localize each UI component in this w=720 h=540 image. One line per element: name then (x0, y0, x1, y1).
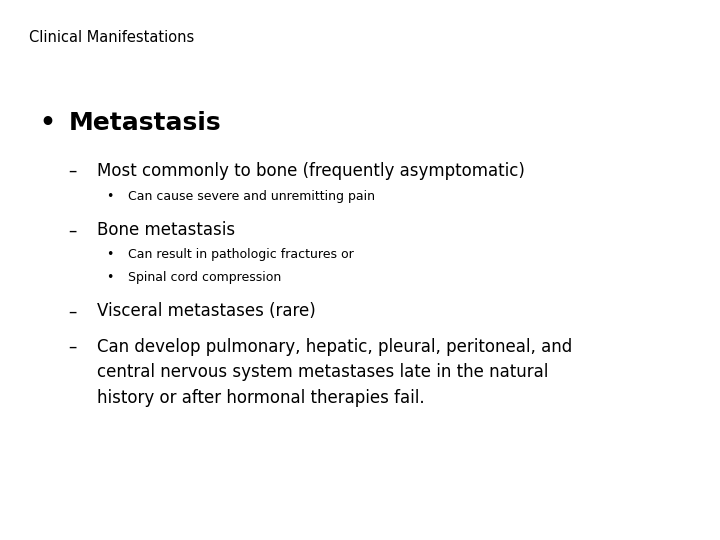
Text: Can cause severe and unremitting pain: Can cause severe and unremitting pain (128, 190, 375, 203)
Text: •: • (107, 190, 114, 203)
Text: –: – (68, 338, 77, 355)
Text: central nervous system metastases late in the natural: central nervous system metastases late i… (97, 363, 549, 381)
Text: history or after hormonal therapies fail.: history or after hormonal therapies fail… (97, 389, 425, 407)
Text: –: – (68, 221, 77, 239)
Text: Spinal cord compression: Spinal cord compression (128, 271, 282, 284)
Text: Visceral metastases (rare): Visceral metastases (rare) (97, 302, 316, 320)
Text: –: – (68, 162, 77, 180)
Text: Most commonly to bone (frequently asymptomatic): Most commonly to bone (frequently asympt… (97, 162, 525, 180)
Text: Can develop pulmonary, hepatic, pleural, peritoneal, and: Can develop pulmonary, hepatic, pleural,… (97, 338, 572, 355)
Text: •: • (40, 111, 55, 134)
Text: Metastasis: Metastasis (68, 111, 221, 134)
Text: Can result in pathologic fractures or: Can result in pathologic fractures or (128, 248, 354, 261)
Text: •: • (107, 248, 114, 261)
Text: Bone metastasis: Bone metastasis (97, 221, 235, 239)
Text: –: – (68, 302, 77, 320)
Text: Clinical Manifestations: Clinical Manifestations (29, 30, 194, 45)
Text: •: • (107, 271, 114, 284)
